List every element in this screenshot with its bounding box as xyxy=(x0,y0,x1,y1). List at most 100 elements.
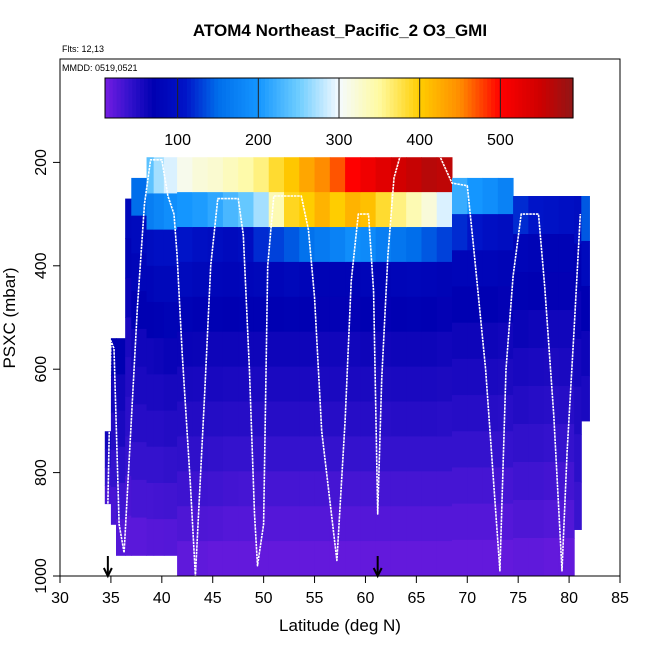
colorbar-swatch xyxy=(432,78,438,118)
y-tick-label: 600 xyxy=(33,356,50,383)
heatmap-cell xyxy=(125,198,132,239)
heatmap-cell xyxy=(345,401,361,437)
colorbar-swatch xyxy=(342,78,348,118)
heatmap-cell xyxy=(574,338,582,388)
heatmap-cell xyxy=(177,506,193,542)
colorbar-swatch xyxy=(210,78,215,118)
heatmap-cell xyxy=(192,331,209,368)
heatmap-cell xyxy=(131,442,148,481)
heatmap-cell xyxy=(284,506,300,542)
heatmap-cell xyxy=(299,471,316,507)
heatmap-cell xyxy=(268,366,285,403)
heatmap-cell xyxy=(558,424,575,463)
heatmap-cell xyxy=(360,471,377,507)
heatmap-cell xyxy=(528,196,545,235)
colorbar-swatch xyxy=(366,78,371,118)
heatmap-cell xyxy=(284,261,300,298)
heatmap-cell xyxy=(375,296,392,333)
heatmap-cell xyxy=(238,436,254,472)
heatmap-cell xyxy=(284,541,300,577)
colorbar-swatch xyxy=(311,78,317,118)
heatmap-cell xyxy=(497,395,514,432)
heatmap-cell xyxy=(360,366,377,403)
heatmap-cell xyxy=(360,506,377,542)
colorbar-swatch xyxy=(428,78,434,118)
heatmap-cell xyxy=(238,157,254,193)
heatmap-cell xyxy=(390,366,407,403)
heatmap-cell xyxy=(581,196,590,242)
heatmap-cell xyxy=(146,157,155,194)
colorbar-swatch xyxy=(319,78,324,118)
heatmap-cell xyxy=(299,227,316,263)
y-tick-label: 200 xyxy=(33,149,50,176)
heatmap-cell xyxy=(192,157,209,193)
colorbar-swatch xyxy=(456,78,461,118)
heatmap-cell xyxy=(452,539,468,577)
heatmap-cell xyxy=(467,539,484,577)
colorbar-swatch xyxy=(479,78,484,118)
colorbar-swatch xyxy=(537,78,543,118)
colorbar-swatch xyxy=(198,78,204,118)
colorbar-swatch xyxy=(483,78,488,118)
colorbar-swatch xyxy=(186,78,192,118)
heatmap-cell xyxy=(125,515,132,556)
heatmap-cell xyxy=(543,424,560,463)
heatmap-cell xyxy=(421,366,438,403)
y-axis: 200 400 600 800 1000 xyxy=(33,149,60,594)
heatmap-cell xyxy=(131,253,148,292)
heatmap-cell xyxy=(329,541,346,577)
x-tick-label: 65 xyxy=(407,590,425,607)
heatmap-cell xyxy=(163,157,178,194)
heatmap-cell xyxy=(406,261,422,298)
colorbar-swatch xyxy=(303,78,309,118)
heatmap-cell xyxy=(268,506,285,542)
heatmap-cell xyxy=(482,250,499,287)
heatmap-cell xyxy=(345,227,361,263)
heatmap-cell xyxy=(421,296,438,333)
heatmap-cell xyxy=(360,157,377,193)
heatmap-cell xyxy=(360,261,377,298)
heatmap-cell xyxy=(528,500,545,539)
heatmap-cell xyxy=(222,366,239,403)
heatmap-cell xyxy=(268,541,285,577)
heatmap-cell xyxy=(421,541,438,577)
heatmap-cell xyxy=(238,227,254,263)
heatmap-cell xyxy=(253,192,270,228)
heatmap-cell xyxy=(513,462,529,501)
heatmap-cell xyxy=(543,234,560,273)
heatmap-cell xyxy=(177,227,193,263)
heatmap-cell xyxy=(125,277,132,318)
colorbar-swatch xyxy=(233,78,239,118)
heatmap-cell xyxy=(452,214,468,251)
colorbar-swatch xyxy=(171,78,176,118)
heatmap-cell xyxy=(375,436,392,472)
heatmap-cell xyxy=(345,157,361,193)
heatmap-cell xyxy=(238,261,254,298)
heatmap-cell xyxy=(314,436,331,472)
heatmap-cell xyxy=(528,386,545,425)
colorbar-swatch xyxy=(151,78,157,118)
heatmap-cell xyxy=(421,261,438,298)
heatmap-cell xyxy=(482,214,499,251)
heatmap-cell xyxy=(513,386,529,425)
colorbar-tick-label: 400 xyxy=(406,132,433,149)
heatmap-cell xyxy=(268,261,285,298)
heatmap-cell xyxy=(192,506,209,542)
colorbar-swatch xyxy=(276,78,282,118)
heatmap-cell xyxy=(329,261,346,298)
heatmap-cell xyxy=(299,331,316,368)
heatmap-cell xyxy=(222,436,239,472)
heatmap-cell xyxy=(513,272,529,311)
colorbar-swatch xyxy=(381,78,387,118)
heatmap-cell xyxy=(238,541,254,577)
colorbar-swatch xyxy=(222,78,227,118)
heatmap-cell xyxy=(177,401,193,437)
heatmap-cell xyxy=(163,482,178,520)
heatmap-cell xyxy=(581,240,590,287)
colorbar-swatch xyxy=(144,78,149,118)
heatmap-cell xyxy=(238,296,254,333)
heatmap-cell xyxy=(452,503,468,541)
heatmap-cell xyxy=(497,250,514,287)
heatmap-cell xyxy=(163,265,178,303)
heatmap-cell xyxy=(192,261,209,298)
